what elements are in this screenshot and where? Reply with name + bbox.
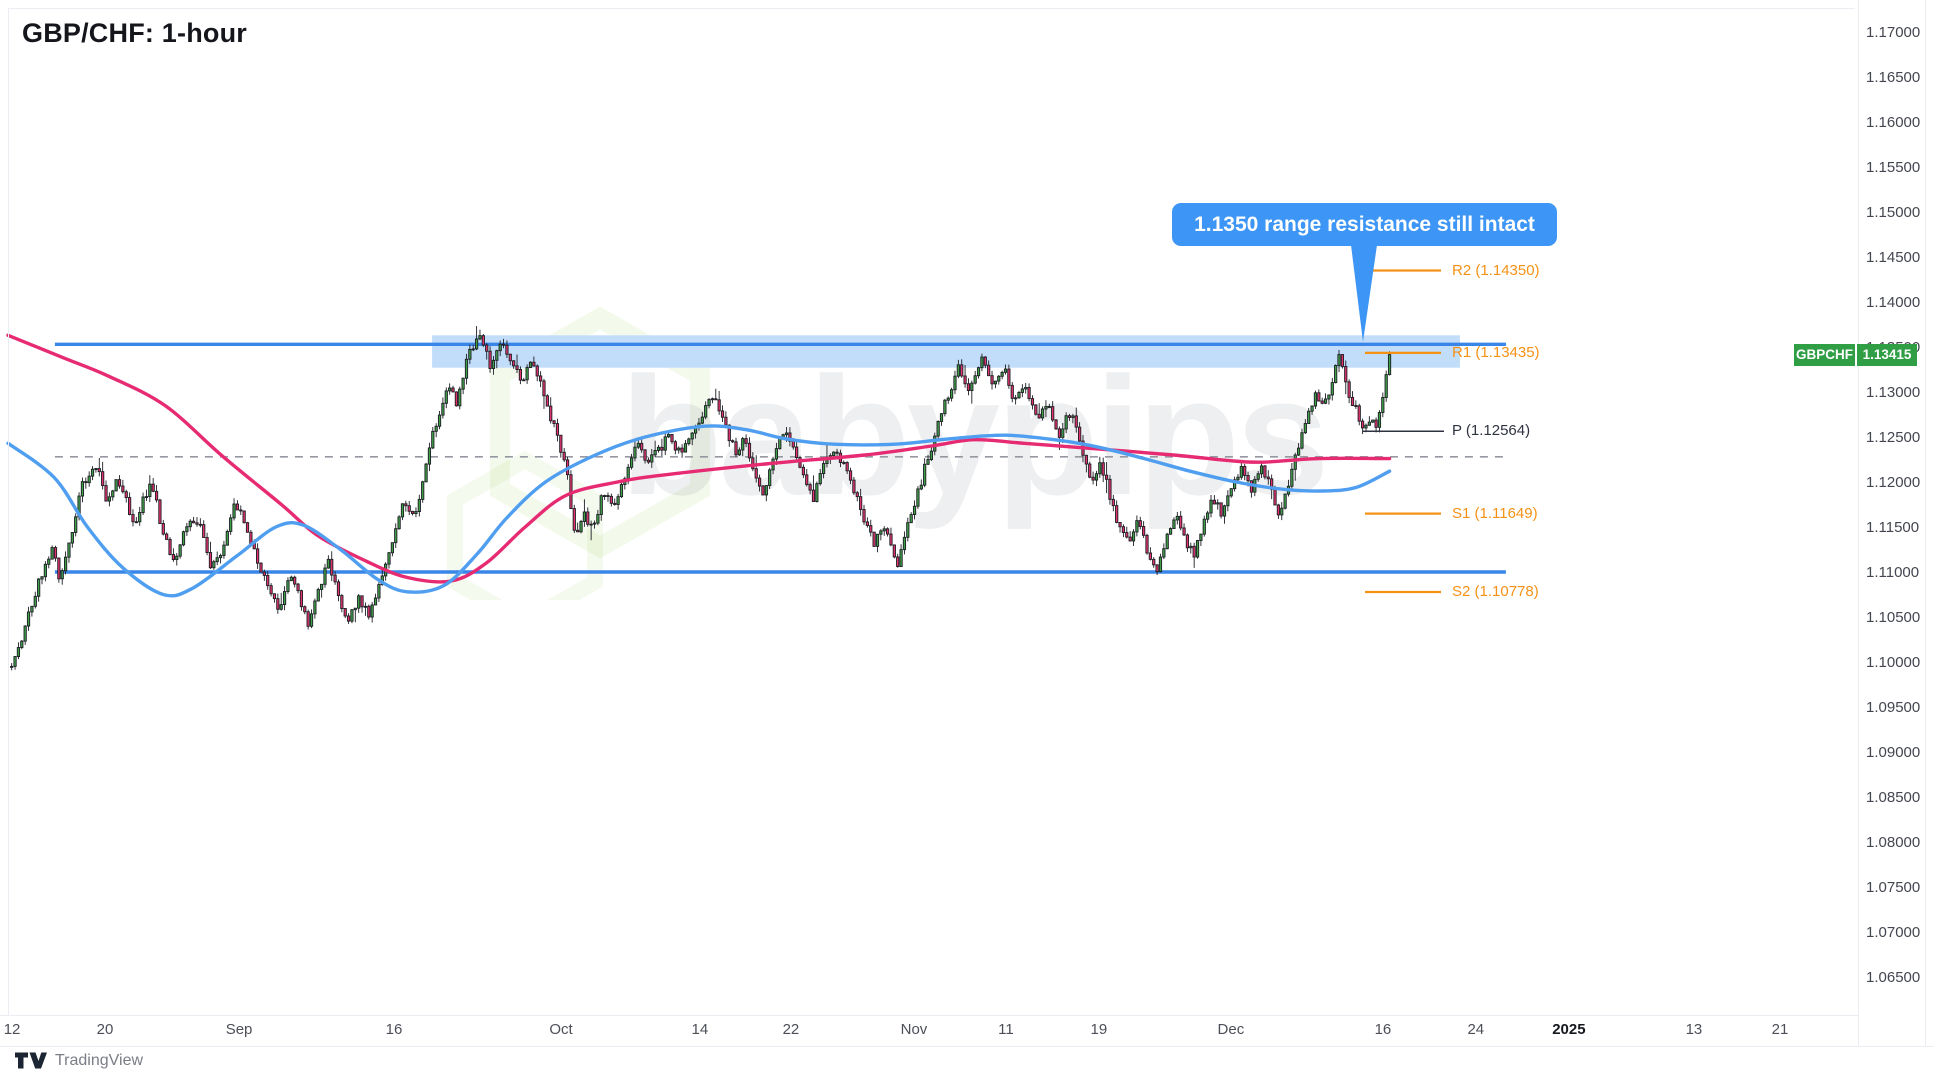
plot-top-border (8, 8, 1855, 9)
slow-ma-pink (6, 333, 1392, 584)
fast-ma-blue (6, 424, 1392, 598)
plot-left-border (8, 8, 9, 1015)
last-price-tag: GBPCHF 1.13415 (1794, 343, 1917, 366)
chart-title: GBP/CHF: 1-hour (22, 18, 247, 48)
pivot-lines-layer (1363, 269, 1444, 594)
time-axis-bottom-border (0, 1046, 1934, 1047)
pivot-label-p: P (1.12564) (1452, 422, 1531, 440)
resistance-zone (432, 335, 1460, 368)
annotation-callout-text: 1.1350 range resistance still intact (1194, 212, 1535, 236)
plot-bottom-border (0, 1015, 1858, 1016)
tradingview-label: TradingView (55, 1051, 144, 1069)
pivot-label-s2: S2 (1.10778) (1452, 582, 1539, 600)
pivot-label-s1: S1 (1.11649) (1452, 504, 1538, 522)
tradingview-icon (15, 1052, 47, 1069)
callout-tail (1351, 245, 1377, 342)
last-price-tag-symbol: GBPCHF (1794, 343, 1857, 366)
price-axis-separator (1858, 0, 1859, 1046)
price-axis-right-border (1925, 0, 1926, 1046)
candles-layer (10, 326, 1392, 671)
moving-averages-layer (6, 333, 1392, 598)
pivot-label-r1: R1 (1.13435) (1452, 343, 1540, 361)
last-price-tag-value: 1.13415 (1857, 343, 1917, 366)
pivot-label-r2: R2 (1.14350) (1452, 261, 1540, 279)
levels-layer (54, 335, 1506, 574)
tradingview-logo[interactable]: TradingView (14, 1051, 143, 1070)
annotation-callout[interactable]: 1.1350 range resistance still intact (1172, 203, 1557, 246)
